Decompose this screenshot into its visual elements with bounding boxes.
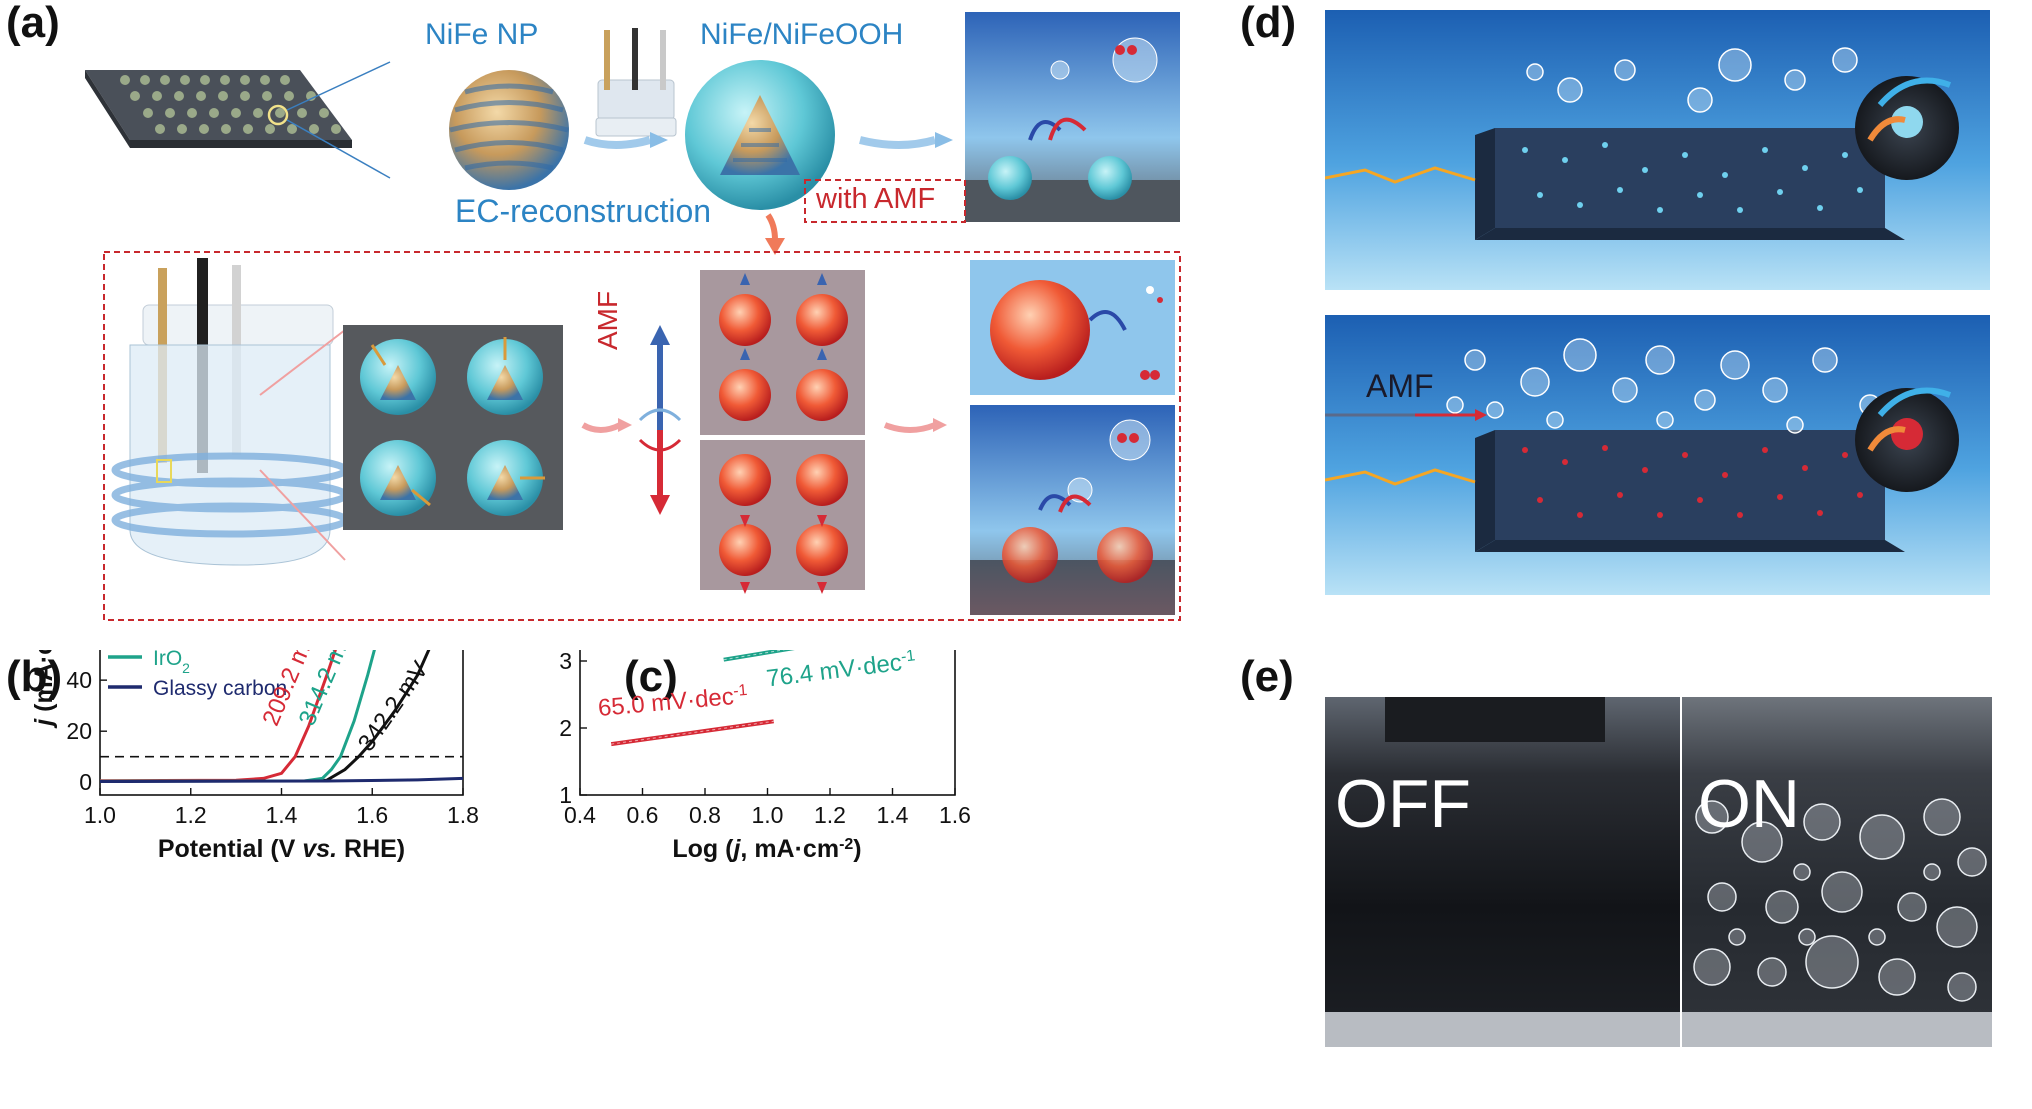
x-tick-label-c: 0.6 (627, 802, 659, 828)
y-tick-label-b: 0 (79, 769, 92, 795)
x-axis-label-b: Potential (V vs. RHE) (158, 835, 405, 863)
y-tick-label-c: 0.1 (560, 782, 572, 808)
nife-nanoparticle (449, 70, 569, 190)
water-scene-without-amf (1325, 10, 1990, 290)
annotation-c-1: 76.4 mV·dec-1 (765, 650, 918, 692)
panel-label-d: (d) (1240, 0, 1297, 47)
schematic-a (85, 12, 1181, 621)
legend-label-b-2: IrO2 (153, 650, 190, 676)
label-amf-a: AMF (592, 290, 623, 350)
chart-c-tafel: 0.40.60.81.01.21.41.60.10.20.30.40.5Log … (560, 650, 971, 863)
water-scene-right-bottom (970, 405, 1175, 615)
label-on: ON (1698, 766, 1800, 842)
annotation-b-2: 342.2 mV (353, 657, 434, 757)
label-off: OFF (1335, 766, 1471, 842)
x-tick-label-c: 1.0 (752, 802, 784, 828)
x-tick-label-c: 0.8 (689, 802, 721, 828)
x-tick-label-b: 1.6 (356, 802, 388, 828)
label-ec-reconstruction: EC-reconstruction (455, 193, 712, 229)
series-line-b-3 (99, 776, 464, 783)
y-tick-label-c: 0.3 (560, 650, 572, 674)
substrate-plate (85, 61, 391, 179)
x-axis-label-c: Log (j, mA·cm-2) (672, 835, 861, 863)
chart-b-lsv: 1.01.21.41.61.8020406080100Potential (V … (30, 650, 479, 863)
four-spheres-panel (343, 325, 563, 530)
legend-label-b-3: Glassy carbon (153, 677, 287, 700)
label-amf-d: AMF (1366, 368, 1434, 404)
y-tick-label-b: 40 (66, 667, 92, 693)
series-line-b-1 (99, 650, 337, 783)
water-scene-top (965, 12, 1180, 222)
schematic-d (1325, 10, 1990, 595)
x-tick-label-b: 1.0 (84, 802, 116, 828)
x-tick-label-b: 1.8 (447, 802, 479, 828)
water-scene-with-amf (1325, 315, 1990, 595)
label-nife-nifeooh: NiFe/NiFeOOH (700, 18, 904, 51)
photo-on (1682, 697, 1992, 1047)
small-electrochemical-cell (595, 28, 677, 137)
water-scene-right-top (970, 260, 1175, 395)
chart-c-group: 0.40.60.81.01.21.41.60.10.20.30.40.5Log … (560, 650, 971, 863)
x-tick-label-c: 1.4 (877, 802, 909, 828)
red-spheres-grid-top (700, 270, 865, 435)
series-line-c-2 (723, 650, 795, 662)
y-tick-label-c: 0.2 (560, 715, 572, 741)
amf-field-arrows (638, 325, 682, 515)
panel-label-e: (e) (1240, 652, 1294, 701)
panel-label-a: (a) (6, 0, 60, 47)
electrode-clamp (1385, 697, 1605, 742)
photo-bottom-edge (1325, 1012, 1680, 1047)
label-with-amf: with AMF (816, 183, 936, 215)
y-axis-label-b: j (mA·cm-2) (30, 650, 58, 729)
panel-label-c: (c) (624, 652, 678, 701)
nife-nifeooh-core-shell (685, 60, 835, 210)
x-tick-label-c: 1.2 (814, 802, 846, 828)
photo-bottom-edge-on (1682, 1012, 1992, 1047)
annotation-c-2: 65.0 mV·dec-1 (597, 681, 749, 722)
photo-off (1325, 697, 1680, 1047)
red-spheres-grid-bottom (700, 440, 865, 594)
series-line-c-1 (610, 719, 774, 747)
x-tick-label-b: 1.4 (266, 802, 298, 828)
y-tick-label-b: 20 (66, 718, 92, 744)
x-tick-label-c: 0.4 (564, 802, 596, 828)
beaker-with-coil (111, 258, 349, 566)
x-tick-label-b: 1.2 (175, 802, 207, 828)
label-nife-np: NiFe NP (425, 18, 539, 51)
x-tick-label-c: 1.6 (939, 802, 971, 828)
series-line-b-2 (99, 650, 376, 783)
bubbles (1693, 798, 1987, 1002)
panel-label-b: (b) (6, 652, 63, 701)
